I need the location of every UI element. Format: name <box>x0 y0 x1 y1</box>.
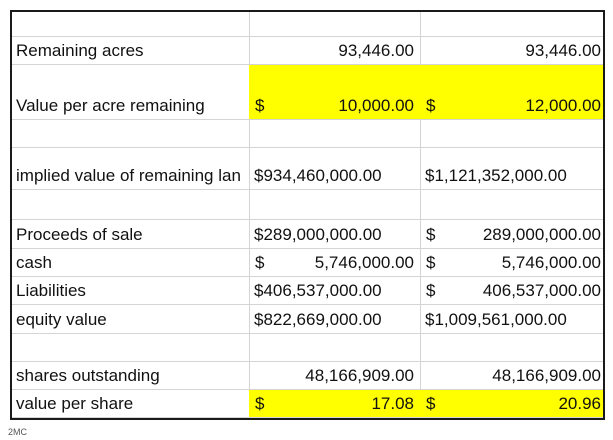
label-cell[interactable]: shares outstanding <box>16 366 160 385</box>
currency-symbol: $ <box>426 394 436 413</box>
value-cell-2[interactable]: $1,121,352,000.00 <box>420 148 603 189</box>
row-value-per-acre[interactable]: Value per acre remaining $ 10,000.00 $ 1… <box>12 65 603 120</box>
caption-text: 2MC <box>8 427 28 437</box>
label-cell[interactable]: cash <box>16 253 52 272</box>
column-divider <box>249 12 250 418</box>
cell-number: 5,746,000.00 <box>314 253 414 272</box>
row-spacer <box>12 334 603 362</box>
row-cash[interactable]: cash $ 5,746,000.00 $ 5,746,000.00 <box>12 249 603 277</box>
currency-symbol: $ <box>255 394 265 413</box>
label-cell[interactable]: equity value <box>16 310 107 329</box>
cell-number: 48,166,909.00 <box>305 366 414 385</box>
currency-symbol: $ <box>426 281 436 300</box>
value-cell-1[interactable]: $406,537,000.00 <box>249 277 420 304</box>
value-cell-2[interactable]: $ 20.96 <box>420 390 603 417</box>
cell-number: $934,460,000.00 <box>254 166 382 185</box>
value-cell-2[interactable]: $ 406,537,000.00 <box>420 277 603 304</box>
label-cell[interactable]: implied value of remaining lan <box>16 166 241 185</box>
cell-number: 48,166,909.00 <box>492 366 601 385</box>
cell-number: 406,537,000.00 <box>482 281 601 300</box>
value-cell-1[interactable]: $289,000,000.00 <box>249 220 420 248</box>
cell-number: 12,000.00 <box>525 96 601 115</box>
currency-symbol: $ <box>426 253 436 272</box>
label-cell[interactable]: value per share <box>16 394 134 413</box>
row-spacer <box>12 12 603 37</box>
row-implied-value[interactable]: implied value of remaining lan $934,460,… <box>12 148 603 190</box>
cell-number: 10,000.00 <box>338 96 414 115</box>
cell-number: 20.96 <box>558 394 601 413</box>
cell-number: 17.08 <box>371 394 414 413</box>
row-liabilities[interactable]: Liabilities $406,537,000.00 $ 406,537,00… <box>12 277 603 305</box>
value-cell-1[interactable]: $934,460,000.00 <box>249 148 420 189</box>
value-cell-2[interactable]: 93,446.00 <box>420 37 603 64</box>
label-cell[interactable]: Remaining acres <box>16 41 144 60</box>
value-cell-2[interactable]: $ 289,000,000.00 <box>420 220 603 248</box>
value-cell-2[interactable]: $1,009,561,000.00 <box>420 305 603 333</box>
value-cell-1[interactable]: $ 10,000.00 <box>249 65 420 119</box>
value-cell-2[interactable]: $ 5,746,000.00 <box>420 249 603 276</box>
label-cell[interactable]: Value per acre remaining <box>16 96 205 115</box>
label-cell[interactable]: Liabilities <box>16 281 86 300</box>
row-value-per-share[interactable]: value per share $ 17.08 $ 20.96 <box>12 390 603 418</box>
cell-number: 93,446.00 <box>338 41 414 60</box>
value-cell-1[interactable]: 93,446.00 <box>249 37 420 64</box>
cell-number: $822,669,000.00 <box>254 310 382 329</box>
value-cell-2[interactable]: 48,166,909.00 <box>420 362 603 389</box>
currency-symbol: $ <box>255 96 265 115</box>
currency-symbol: $ <box>426 96 436 115</box>
value-cell-1[interactable]: 48,166,909.00 <box>249 362 420 389</box>
row-spacer <box>12 120 603 148</box>
row-remaining-acres[interactable]: Remaining acres 93,446.00 93,446.00 <box>12 37 603 65</box>
cell-number: $1,009,561,000.00 <box>425 310 567 329</box>
cell-number: $289,000,000.00 <box>254 225 382 244</box>
value-cell-1[interactable]: $ 17.08 <box>249 390 420 417</box>
currency-symbol: $ <box>426 225 436 244</box>
row-proceeds-of-sale[interactable]: Proceeds of sale $289,000,000.00 $ 289,0… <box>12 220 603 249</box>
row-spacer <box>12 190 603 220</box>
row-equity-value[interactable]: equity value $822,669,000.00 $1,009,561,… <box>12 305 603 334</box>
cell-number: $1,121,352,000.00 <box>425 166 567 185</box>
value-cell-1[interactable]: $ 5,746,000.00 <box>249 249 420 276</box>
cell-number: 93,446.00 <box>525 41 601 60</box>
spreadsheet-table: Remaining acres 93,446.00 93,446.00 Valu… <box>10 10 605 420</box>
value-cell-2[interactable]: $ 12,000.00 <box>420 65 603 119</box>
cell-number: 289,000,000.00 <box>482 225 601 244</box>
label-cell[interactable]: Proceeds of sale <box>16 225 143 244</box>
row-shares-outstanding[interactable]: shares outstanding 48,166,909.00 48,166,… <box>12 362 603 390</box>
cell-number: 5,746,000.00 <box>501 253 601 272</box>
currency-symbol: $ <box>255 253 265 272</box>
value-cell-1[interactable]: $822,669,000.00 <box>249 305 420 333</box>
cell-number: $406,537,000.00 <box>254 281 382 300</box>
column-divider <box>420 12 421 418</box>
